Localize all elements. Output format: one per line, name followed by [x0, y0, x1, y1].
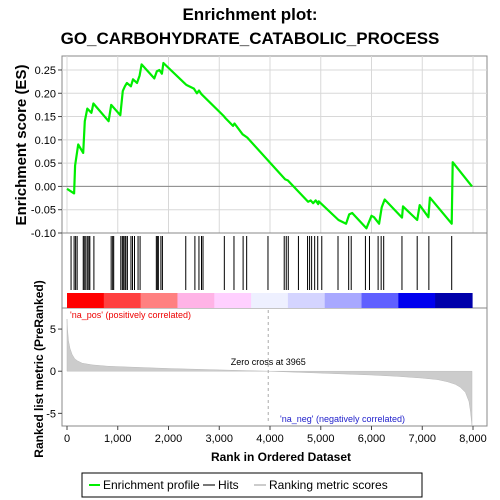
heatmap-segment — [214, 293, 252, 308]
heatmap-segment — [103, 293, 142, 308]
chart-title-line2: GO_CARBOHYDRATE_CATABOLIC_PROCESS — [61, 29, 440, 48]
x-tick-label: 2,000 — [155, 433, 183, 445]
zero-cross-label: Zero cross at 3965 — [231, 357, 306, 367]
es-y-tick-label: 0.15 — [35, 112, 56, 124]
es-y-tick-label: -0.05 — [31, 205, 56, 217]
positive-correlation-label: 'na_pos' (positively correlated) — [70, 310, 191, 320]
heatmap-segment — [140, 293, 179, 308]
es-y-tick-label: 0.10 — [35, 135, 56, 147]
metric-y-axis-label: Ranked list metric (PreRanked) — [32, 280, 46, 457]
x-axis-label: Rank in Ordered Dataset — [211, 450, 351, 464]
x-tick-label: 7,000 — [408, 433, 436, 445]
metric-y-tick-label: -5 — [46, 408, 56, 420]
ranking-metric-area — [66, 318, 473, 427]
x-tick-label: 4,000 — [256, 433, 284, 445]
negative-correlation-label: 'na_neg' (negatively correlated) — [280, 414, 405, 424]
heatmap-segment — [361, 293, 399, 308]
heatmap-segment — [67, 293, 105, 308]
es-y-tick-label: 0.25 — [35, 65, 56, 77]
heatmap-segment — [251, 293, 289, 308]
chart-title-line1: Enrichment plot: — [182, 5, 317, 24]
ranked-metric-panel: 5 0 -5 Zero cross at 3965 'na_pos' (positi… — [32, 280, 473, 458]
es-y-tick-label: 0.05 — [35, 158, 56, 170]
metric-y-ticks: 5 0 -5 — [46, 324, 62, 420]
x-tick-label: 5,000 — [307, 433, 335, 445]
legend: Enrichment profile Hits Ranking metric s… — [81, 472, 423, 498]
hits-panel — [70, 236, 453, 290]
legend-enrichment-profile-label: Enrichment profile — [103, 478, 200, 492]
x-tick-label: 0 — [64, 433, 70, 445]
metric-y-tick-label: 5 — [50, 324, 56, 336]
legend-hits-label: Hits — [218, 478, 239, 492]
x-tick-label: 1,000 — [104, 433, 132, 445]
metric-y-tick-label: 0 — [50, 366, 56, 378]
heatmap-segment — [398, 293, 436, 308]
legend-ranking-metric-label: Ranking metric scores — [269, 478, 388, 492]
x-axis-ticks: 0 1,000 2,000 3,000 4,000 5,000 6,000 7,000 8,00… — [64, 426, 487, 445]
es-gridlines — [62, 56, 487, 234]
plot-frame — [61, 55, 488, 427]
legend-box — [81, 472, 423, 498]
es-y-tick-label: 0.00 — [35, 181, 56, 193]
es-y-ticks: -0.10 -0.05 0.00 0.05 0.10 0.15 0.20 0.25 — [31, 65, 62, 240]
es-panel: -0.10 -0.05 0.00 0.05 0.10 0.15 0.20 0.25 Enric… — [13, 56, 487, 240]
es-y-axis-label: Enrichment score (ES) — [13, 65, 30, 226]
x-tick-label: 3,000 — [205, 433, 233, 445]
heatmap-segment — [435, 293, 473, 308]
es-y-tick-label: 0.20 — [35, 88, 56, 100]
es-y-tick-label: -0.10 — [31, 228, 56, 240]
enrichment-profile-line — [66, 61, 473, 230]
heatmap-segment — [324, 293, 363, 308]
heatmap-segment — [287, 293, 326, 308]
x-tick-label: 6,000 — [358, 433, 386, 445]
ranking-heatmap-bar — [67, 293, 473, 308]
x-tick-label: 8,000 — [459, 433, 487, 445]
heatmap-segment — [177, 293, 215, 308]
